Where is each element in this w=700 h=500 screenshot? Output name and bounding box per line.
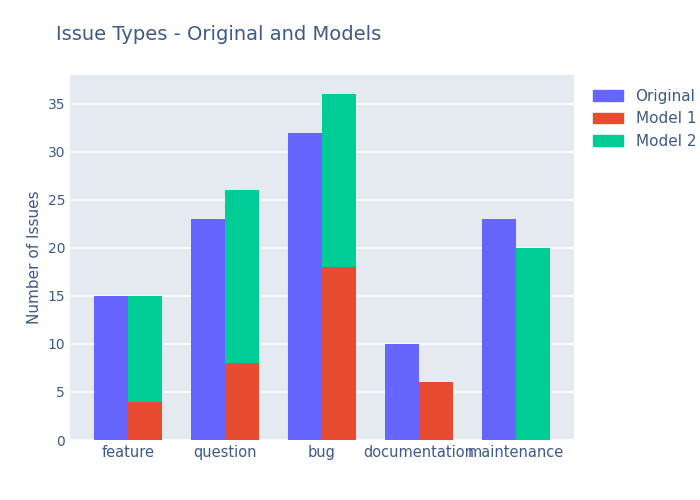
Bar bbox=[288, 132, 322, 440]
Legend: Original, Model 1, Model 2: Original, Model 1, Model 2 bbox=[587, 82, 700, 155]
Bar bbox=[128, 402, 162, 440]
Bar bbox=[128, 296, 162, 402]
Bar bbox=[225, 363, 259, 440]
Y-axis label: Number of Issues: Number of Issues bbox=[27, 190, 42, 324]
Bar bbox=[322, 94, 356, 267]
Bar bbox=[419, 382, 453, 440]
Bar bbox=[191, 219, 225, 440]
Bar bbox=[225, 190, 259, 363]
Text: Issue Types - Original and Models: Issue Types - Original and Models bbox=[56, 25, 382, 44]
Bar bbox=[385, 344, 419, 440]
Bar bbox=[516, 248, 550, 440]
Bar bbox=[482, 219, 516, 440]
Bar bbox=[322, 267, 356, 440]
Bar bbox=[94, 296, 128, 440]
